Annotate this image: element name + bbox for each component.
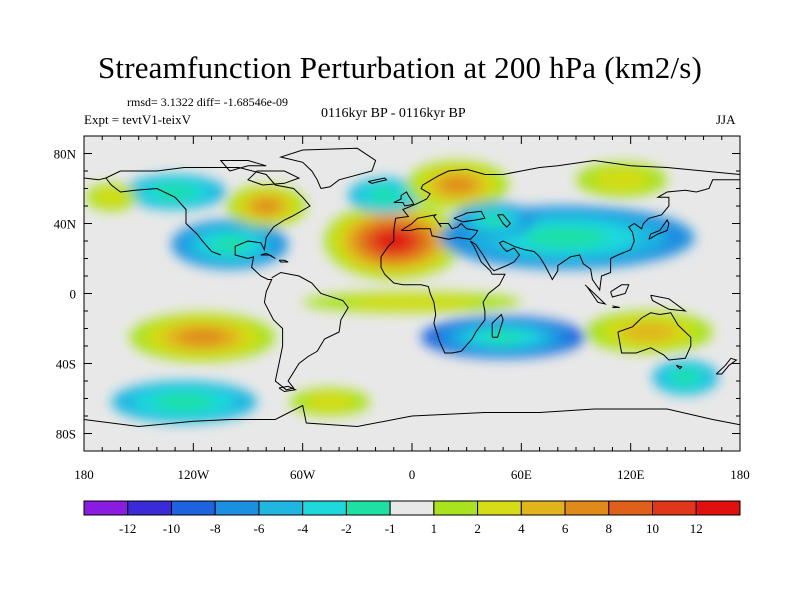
coastline-5 — [380, 230, 395, 258]
stats-line: rmsd= 3.1322 diff= -1.68546e-09 — [127, 95, 288, 109]
colorbar-label-2: -8 — [210, 521, 221, 536]
colorbar-label-8: 2 — [474, 521, 481, 536]
colorbar-swatch-10 — [520, 500, 566, 516]
coastline-24 — [453, 210, 486, 223]
colorbar-swatch-4 — [258, 500, 304, 516]
colorbar-label-6: -1 — [385, 521, 396, 536]
coastline-16 — [278, 385, 298, 393]
coastline-27 — [278, 259, 289, 263]
contour-asia-low-3 — [524, 227, 610, 248]
y-tick-label-4: 80S — [56, 427, 76, 442]
y-tick-label-0: 80N — [54, 147, 77, 162]
colorbar-swatch-6 — [345, 500, 391, 516]
colorbar-label-4: -4 — [297, 521, 308, 536]
coastline-19 — [219, 160, 267, 172]
coastline-10 — [491, 313, 504, 338]
coastline-13 — [610, 284, 630, 298]
colorbar-label-5: -2 — [341, 521, 352, 536]
colorbar-label-9: 4 — [518, 521, 525, 536]
coastline-12 — [612, 305, 620, 308]
experiment-label: Expt = tevtV1-teixV — [84, 112, 191, 127]
colorbar-label-11: 8 — [606, 521, 613, 536]
colorbar-label-3: -6 — [254, 521, 265, 536]
colorbar-swatch-9 — [477, 500, 522, 516]
x-tick-label-1: 120W — [177, 467, 210, 482]
contour-north-atlantic-low-2 — [369, 188, 401, 203]
contour-indian-ocean-high-2 — [621, 323, 677, 341]
y-tick-label-1: 40N — [54, 217, 77, 232]
coastline-17 — [278, 147, 377, 189]
coastline-8 — [675, 364, 683, 370]
colorbar-label-13: 12 — [690, 521, 703, 536]
contour-southern-pacific-low-2 — [152, 393, 216, 411]
colorbar-swatch-2 — [170, 500, 216, 516]
coastline-3 — [400, 213, 479, 240]
colorbar-swatch-1 — [127, 500, 172, 516]
colorbar-swatch-5 — [302, 500, 347, 516]
x-tick-label-0: 180 — [74, 467, 94, 482]
colorbar-label-7: 1 — [431, 521, 438, 536]
contour-europe-high-3 — [440, 176, 475, 194]
colorbar-swatch-8 — [433, 500, 479, 516]
coastline-20 — [393, 191, 415, 207]
chart-title: Streamfunction Perturbation at 200 hPa (… — [97, 50, 703, 85]
coastline-9 — [715, 357, 738, 375]
y-tick-label-2: 0 — [70, 287, 77, 302]
period-label: 0116kyr BP - 0116kyr BP — [321, 106, 466, 121]
colorbar-label-12: 10 — [646, 521, 659, 536]
coastline-22 — [84, 404, 740, 428]
x-tick-label-3: 0 — [409, 467, 416, 482]
coastline-4 — [380, 240, 506, 354]
contour-north-pacific-low-2 — [153, 184, 197, 200]
contour-siberia-high-1 — [594, 169, 649, 191]
coastline-21 — [368, 177, 388, 184]
season-label: JJA — [716, 112, 736, 127]
colorbar-swatch-13 — [652, 500, 697, 516]
contour-equatorial-high-1 — [346, 295, 478, 309]
coastline-0 — [105, 167, 349, 391]
y-tick-label-3: 40S — [56, 357, 76, 372]
colorbar-swatch-11 — [564, 500, 610, 516]
x-tick-label-2: 60W — [290, 467, 316, 482]
colorbar-swatch-14 — [695, 500, 741, 516]
contour-south-atlantic-low-4 — [480, 331, 526, 343]
colorbar-label-0: -12 — [119, 521, 136, 536]
coastline-14 — [650, 294, 688, 312]
coastline-23 — [84, 177, 107, 181]
x-tick-label-5: 120E — [617, 467, 645, 482]
colorbar-swatch-7 — [389, 500, 435, 516]
coastline-1 — [105, 177, 221, 256]
tick-layer: 180 120W 60W 0 60E 120E 180 80N 40N 0 40S 80S — [54, 136, 750, 482]
contour-north-america-high-3 — [252, 199, 280, 213]
colorbar: -12 -10 -8 -6 -4 -2 -1 1 2 4 6 8 10 12 — [83, 500, 741, 536]
x-tick-label-6: 180 — [730, 467, 750, 482]
coastline-26 — [260, 252, 276, 259]
coastline-15 — [648, 219, 670, 240]
coastline-18 — [247, 170, 301, 186]
coastline-2 — [393, 159, 740, 231]
contour-alaska-high-1 — [96, 188, 127, 206]
contour-central-asia-low-3 — [480, 214, 508, 226]
colorbar-swatch-12 — [608, 500, 654, 516]
x-tick-label-4: 60E — [511, 467, 532, 482]
colorbar-swatch-0 — [83, 500, 129, 516]
colorbar-swatch-3 — [214, 500, 260, 516]
contour-antarctic-high-1 — [305, 393, 355, 411]
coastline-11 — [584, 284, 607, 305]
colorbar-label-1: -10 — [163, 521, 180, 536]
coastline-6 — [470, 179, 740, 292]
contour-south-pacific-high-3 — [178, 329, 227, 346]
colorbar-label-10: 6 — [562, 521, 569, 536]
coastline-7 — [617, 312, 692, 361]
contour-southern-indian-low-2 — [671, 370, 700, 385]
contour-central-america-low-3 — [210, 236, 250, 253]
coastline-25 — [497, 214, 512, 228]
coastline-layer — [84, 147, 740, 428]
